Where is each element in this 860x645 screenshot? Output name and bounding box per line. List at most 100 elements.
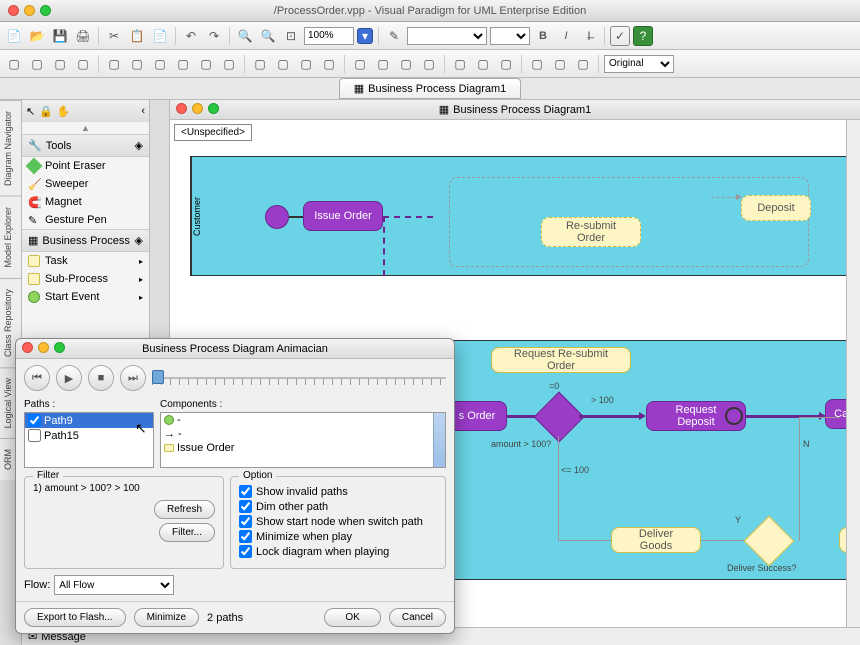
t2-11[interactable]: ▢ xyxy=(250,54,270,74)
customer-pool[interactable]: Customer Issue Order Re-submit Order Dep… xyxy=(190,156,850,276)
t2-17[interactable]: ▢ xyxy=(396,54,416,74)
magnet-tool[interactable]: 🧲Magnet xyxy=(22,193,149,211)
path-row-0[interactable]: Path9 xyxy=(25,413,153,428)
close-window-icon[interactable] xyxy=(8,5,19,16)
redo-button[interactable]: ↷ xyxy=(204,26,224,46)
print-button[interactable]: 🖨 xyxy=(73,26,93,46)
deliver-goods-task[interactable]: Deliver Goods xyxy=(611,527,701,553)
style-combo[interactable]: Original xyxy=(604,55,674,73)
paste-button[interactable]: 📄 xyxy=(150,26,170,46)
canvas-zoom-icon[interactable] xyxy=(208,103,219,114)
t2-22[interactable]: ▢ xyxy=(527,54,547,74)
strike-button[interactable]: I̶ xyxy=(579,26,599,46)
timeline-slider[interactable] xyxy=(152,368,446,388)
play-button[interactable]: ▶ xyxy=(56,365,82,391)
opt-0[interactable]: Show invalid paths xyxy=(239,485,437,498)
dialog-close-icon[interactable] xyxy=(22,342,33,353)
t2-24[interactable]: ▢ xyxy=(573,54,593,74)
req-resubmit-task[interactable]: Request Re-submit Order xyxy=(491,347,631,373)
t2-18[interactable]: ▢ xyxy=(419,54,439,74)
open-button[interactable]: 📂 xyxy=(27,26,47,46)
stop-button[interactable]: ■ xyxy=(88,365,114,391)
export-button[interactable]: Export to Flash... xyxy=(24,608,126,627)
palette-up-icon[interactable]: ▲ xyxy=(22,122,149,134)
opt-2[interactable]: Show start node when switch path xyxy=(239,515,437,528)
cursor-icon[interactable]: ↖ xyxy=(26,105,35,118)
refresh-button[interactable]: Refresh xyxy=(154,500,215,519)
dialog-zoom-icon[interactable] xyxy=(54,342,65,353)
brush-button[interactable]: ✎ xyxy=(384,26,404,46)
path-check-1[interactable] xyxy=(28,429,41,442)
canvas-window-controls[interactable] xyxy=(176,103,219,114)
t2-23[interactable]: ▢ xyxy=(550,54,570,74)
t2-13[interactable]: ▢ xyxy=(296,54,316,74)
t2-4[interactable]: ▢ xyxy=(73,54,93,74)
intermediate-event[interactable] xyxy=(725,407,743,425)
zoom-fit-button[interactable]: ⊡ xyxy=(281,26,301,46)
task-tool[interactable]: Task▸ xyxy=(22,252,149,270)
path-check-0[interactable] xyxy=(28,414,41,427)
side-tab-diagram-nav[interactable]: Diagram Navigator xyxy=(0,100,21,196)
save-button[interactable]: 💾 xyxy=(50,26,70,46)
opt-3[interactable]: Minimize when play xyxy=(239,530,437,543)
window-controls[interactable] xyxy=(8,5,51,16)
filter-button[interactable]: Filter... xyxy=(159,523,215,542)
t2-21[interactable]: ▢ xyxy=(496,54,516,74)
help-button[interactable]: ? xyxy=(633,26,653,46)
cancel-button[interactable]: Cancel xyxy=(389,608,446,627)
minimize-window-icon[interactable] xyxy=(24,5,35,16)
bp-section[interactable]: ▦ Business Process ◈ xyxy=(22,229,149,252)
pin-icon[interactable]: ◈ xyxy=(135,139,143,152)
t2-1[interactable]: ▢ xyxy=(4,54,24,74)
zoom-input[interactable] xyxy=(304,27,354,45)
t2-8[interactable]: ▢ xyxy=(173,54,193,74)
canvas-min-icon[interactable] xyxy=(192,103,203,114)
zoom-in-button[interactable]: 🔍 xyxy=(235,26,255,46)
start-event-tool[interactable]: Start Event▸ xyxy=(22,288,149,306)
comp-row-0[interactable]: - xyxy=(161,413,445,427)
issue-order-task[interactable]: Issue Order xyxy=(303,201,383,231)
flow-select[interactable]: All Flow xyxy=(54,575,174,595)
t2-3[interactable]: ▢ xyxy=(50,54,70,74)
t2-12[interactable]: ▢ xyxy=(273,54,293,74)
spellcheck-button[interactable]: ✓ xyxy=(610,26,630,46)
zoom-window-icon[interactable] xyxy=(40,5,51,16)
comp-row-1[interactable]: →- xyxy=(161,427,445,441)
components-scrollbar[interactable] xyxy=(433,413,445,467)
gesture-pen-tool[interactable]: ✎Gesture Pen xyxy=(22,211,149,229)
undo-button[interactable]: ↶ xyxy=(181,26,201,46)
ok-button[interactable]: OK xyxy=(324,608,380,627)
zoom-dropdown-icon[interactable]: ▾ xyxy=(357,28,373,44)
t2-10[interactable]: ▢ xyxy=(219,54,239,74)
dialog-controls[interactable] xyxy=(22,342,65,353)
comp-row-2[interactable]: Issue Order xyxy=(161,441,445,455)
opt-1[interactable]: Dim other path xyxy=(239,500,437,513)
cut-button[interactable]: ✂ xyxy=(104,26,124,46)
font-combo[interactable] xyxy=(407,27,487,45)
unspecified-combo[interactable]: <Unspecified> xyxy=(174,124,252,141)
hand-icon[interactable]: ✋ xyxy=(57,105,71,118)
tools-section[interactable]: 🔧 Tools ◈ xyxy=(22,134,149,157)
sweeper-tool[interactable]: 🧹Sweeper xyxy=(22,175,149,193)
t2-5[interactable]: ▢ xyxy=(104,54,124,74)
lock-icon[interactable]: 🔒 xyxy=(39,105,53,118)
forward-button[interactable]: ⏭ xyxy=(120,365,146,391)
animation-dialog[interactable]: Business Process Diagram Animacian ⏮ ▶ ■… xyxy=(15,338,455,634)
paths-list[interactable]: Path9 Path15 xyxy=(24,412,154,468)
t2-16[interactable]: ▢ xyxy=(373,54,393,74)
t2-9[interactable]: ▢ xyxy=(196,54,216,74)
s-order-task[interactable]: s Order xyxy=(447,401,507,431)
new-button[interactable]: 📄 xyxy=(4,26,24,46)
copy-button[interactable]: 📋 xyxy=(127,26,147,46)
subprocess-tool[interactable]: Sub-Process▸ xyxy=(22,270,149,288)
canvas-close-icon[interactable] xyxy=(176,103,187,114)
t2-20[interactable]: ▢ xyxy=(473,54,493,74)
t2-14[interactable]: ▢ xyxy=(319,54,339,74)
opt-4[interactable]: Lock diagram when playing xyxy=(239,545,437,558)
zoom-out-button[interactable]: 🔍 xyxy=(258,26,278,46)
t2-15[interactable]: ▢ xyxy=(350,54,370,74)
t2-7[interactable]: ▢ xyxy=(150,54,170,74)
diagram-tab[interactable]: ▦ Business Process Diagram1 xyxy=(339,78,522,99)
t2-6[interactable]: ▢ xyxy=(127,54,147,74)
gateway-deliver[interactable] xyxy=(744,516,795,567)
